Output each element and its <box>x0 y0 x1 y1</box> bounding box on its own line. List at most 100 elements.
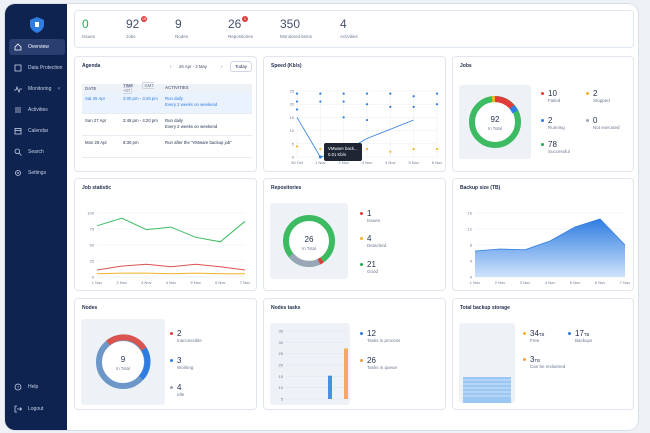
chevron-right-icon[interactable]: › <box>221 64 223 69</box>
x-tick-label: 6 Nov <box>595 280 605 285</box>
repositories-donut[interactable] <box>270 203 348 279</box>
legend-value: 78 <box>548 140 557 149</box>
chevron-left-icon[interactable]: ‹ <box>170 64 172 69</box>
stat-issues[interactable]: 0 Issues <box>82 17 95 39</box>
chevron-left-icon: ‹ <box>58 86 60 92</box>
speed-point <box>295 100 299 103</box>
series-line-warnings <box>96 272 245 275</box>
speed-chart[interactable]: 25 20 15 10 5 030 Oct 1 Nov 2 Nov 3 Nov 4 Nov 5 No… <box>264 57 446 172</box>
stat-repositories[interactable]: 26 1 Repositories <box>228 16 253 39</box>
legend-value: 3 <box>177 356 182 365</box>
node-tasks-chart[interactable]: 35 30 25 20 15 10 5 <box>264 299 446 410</box>
y-tick-label: 5 <box>292 141 295 146</box>
stat-nodes[interactable]: 9 Nodes <box>175 17 188 39</box>
stat-value: 4 <box>340 17 347 31</box>
legend-tasks-in-process[interactable]: 12 Tasks in process <box>367 329 400 343</box>
x-tick-label: 1 Nov <box>470 280 480 285</box>
legend-unit: TB <box>534 358 540 363</box>
agenda-table: DATE TIME GMT +07 ACTIVITIES Sat 26 Apr … <box>82 82 252 158</box>
legend-successful[interactable]: 78 Successful <box>548 140 570 154</box>
legend-idle[interactable]: 4 Idle <box>177 383 184 397</box>
col-activities: ACTIVITIES <box>165 85 189 90</box>
sidebar-item-label: Logout <box>28 406 44 412</box>
timezone-badge[interactable]: GMT +07 <box>123 82 155 94</box>
sidebar-item-settings[interactable]: Settings <box>9 165 65 181</box>
backup-size-chart[interactable]: 16 12 8 4 01 Nov 2 Nov 3 Nov 4 Nov 5 Nov 6 Nov 7 N… <box>453 179 634 291</box>
x-tick-label: 5 Nov <box>190 280 200 285</box>
speed-point <box>295 92 299 95</box>
speed-point <box>295 108 299 111</box>
sidebar-item-data-protection[interactable]: Data Protection <box>9 60 65 76</box>
legend-value: 12 <box>367 329 376 338</box>
sidebar-item-label: Search <box>28 149 44 155</box>
legend-backups[interactable]: 17TB Backups <box>575 329 592 343</box>
backup-area <box>475 219 625 277</box>
sidebar-item-calendar[interactable]: Calendar <box>9 123 65 139</box>
legend-label: Issues <box>367 218 381 223</box>
x-tick-label: 3 Nov <box>141 280 151 285</box>
sidebar-item-search[interactable]: Search <box>9 144 65 160</box>
stat-label: Nodes <box>175 34 189 39</box>
legend-stopped[interactable]: 2 Stopped <box>593 89 610 103</box>
help-icon: ? <box>14 383 22 391</box>
legend-good[interactable]: 21 Good <box>367 260 378 274</box>
legend-working[interactable]: 3 Working <box>177 356 193 370</box>
col-date: DATE <box>85 85 97 91</box>
sidebar-item-overview[interactable]: Overview <box>9 39 65 55</box>
legend-label: Successful <box>548 149 570 154</box>
stat-value: 9 <box>175 17 182 31</box>
legend-value: 4 <box>177 383 182 392</box>
storage-gauge[interactable] <box>459 323 515 403</box>
nodes-donut[interactable] <box>81 319 165 405</box>
stat-monitored-items[interactable]: 350 Monitored items <box>280 17 312 39</box>
sidebar-item-activities[interactable]: Activities <box>9 102 65 118</box>
legend-tasks-in-queue[interactable]: 26 Tasks in queue <box>367 356 397 370</box>
series-line-failed <box>96 263 246 271</box>
legend-value: 17 <box>575 329 584 338</box>
job-statistic-chart[interactable]: 100 75 50 25 01 Nov 2 Nov 3 Nov 4 Nov 5 Nov 6 Nov… <box>75 179 257 291</box>
legend-running[interactable]: 2 Running <box>548 116 565 130</box>
agenda-row[interactable]: Sun 27 Apr 3:45 pm - 4:20 pm Run daily Ev… <box>82 114 252 136</box>
legend-dot <box>360 263 363 266</box>
legend-not-executed[interactable]: 0 Not executed <box>593 116 620 130</box>
x-tick-label: 7 Nov <box>620 280 630 285</box>
jobs-donut[interactable] <box>459 85 531 159</box>
legend-reclaimable[interactable]: 3TB Can be reclaimed <box>530 355 565 369</box>
sidebar-item-monitoring[interactable]: Monitoring ‹ <box>9 81 65 97</box>
agenda-activity: Run daily Every 2 weeks on weekend <box>162 118 252 135</box>
y-tick-label: 10 <box>279 385 284 390</box>
legend-detached[interactable]: 4 Detached <box>367 234 386 248</box>
legend-dot <box>523 332 526 335</box>
nodes-card: Nodes 9 In Total 2 Inaccessible 3 Working … <box>74 298 257 410</box>
speed-point-queue <box>365 147 369 151</box>
agenda-row[interactable]: Mon 28 Apr 8:30 pm Run after the "VMware… <box>82 136 252 158</box>
series-line-successful <box>96 217 246 243</box>
jobs-card: Jobs 92 In Total 10 Failed 2 Stopped 2 Runn… <box>452 56 634 172</box>
speed-point <box>319 100 322 103</box>
x-tick-label: 6 Nov <box>432 160 442 165</box>
legend-issues[interactable]: 1 Issues <box>367 209 380 223</box>
speed-point <box>342 92 345 95</box>
bar-tasks-in-queue <box>344 348 348 399</box>
legend-inaccessible[interactable]: 2 Inaccessible <box>177 329 202 343</box>
stat-activities[interactable]: 4 Activities <box>340 17 358 39</box>
storage-card: Total backup storage 34TB Free 17TB Backup… <box>452 298 634 410</box>
repo-issues-segment <box>317 257 324 265</box>
legend-value: 34 <box>530 329 539 338</box>
speed-point-queue <box>435 147 439 151</box>
sidebar-item-label: Calendar <box>28 128 49 134</box>
today-button[interactable]: Today <box>230 61 253 72</box>
legend-unit: TB <box>583 332 590 337</box>
legend-failed[interactable]: 10 Failed <box>548 89 560 103</box>
sidebar-item-help[interactable]: ? Help <box>9 379 65 395</box>
agenda-row[interactable]: Sat 26 Apr 3:00 pm - 3:45 pm Run daily Ev… <box>82 92 252 114</box>
sidebar-item-logout[interactable]: Logout <box>9 401 65 417</box>
y-tick-label: 0 <box>470 275 473 280</box>
legend-free[interactable]: 34TB Free <box>530 329 544 343</box>
stat-jobs[interactable]: 92 18 Jobs <box>126 16 147 39</box>
agenda-activity-line: Run daily <box>165 118 183 123</box>
legend-value: 2 <box>593 89 598 98</box>
x-tick-label: 1 Nov <box>315 160 325 165</box>
speed-point <box>412 95 415 98</box>
legend-label: Inaccessible <box>177 338 202 343</box>
